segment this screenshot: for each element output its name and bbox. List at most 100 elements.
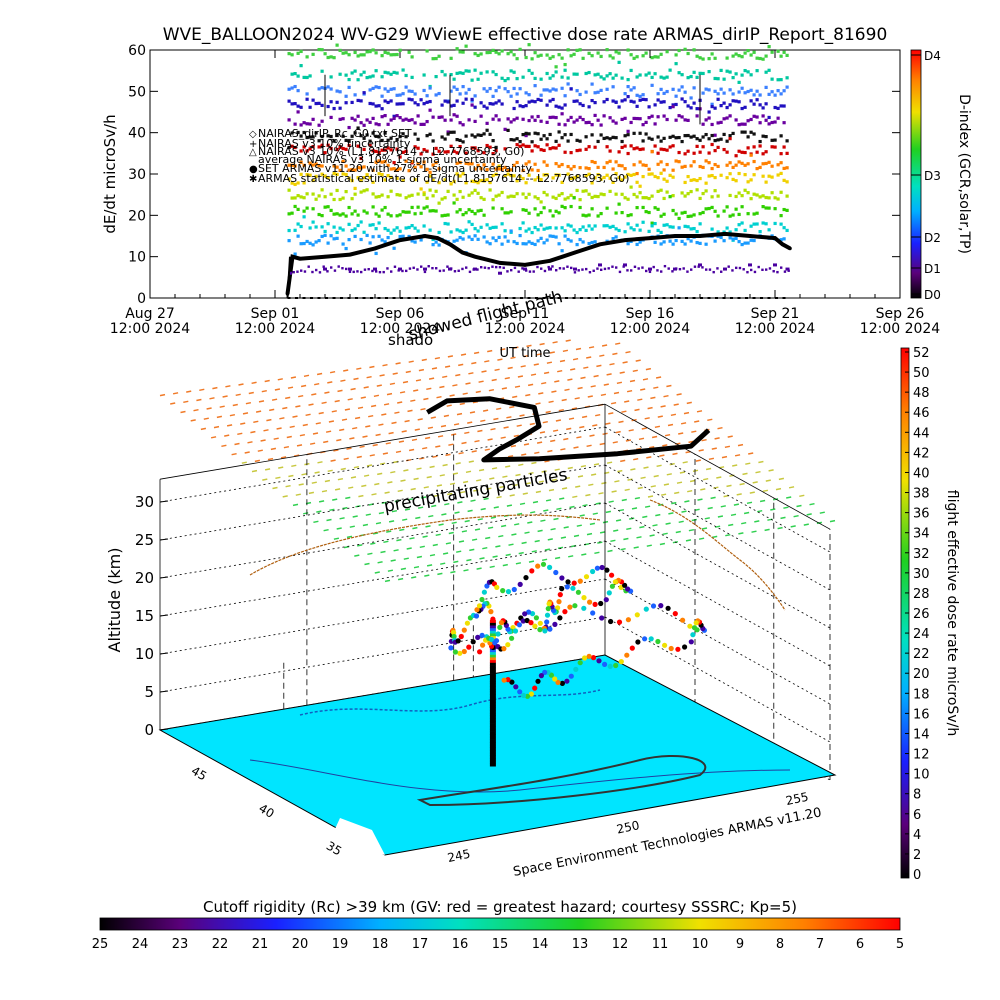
field-dash [523, 354, 529, 358]
band-point [329, 75, 333, 79]
ascent-point [489, 651, 496, 655]
field-dash [394, 411, 400, 414]
zero-point [287, 297, 291, 299]
band-point [533, 207, 537, 211]
series-point [322, 265, 325, 268]
band-point [497, 167, 501, 171]
band-point [626, 48, 630, 52]
band-point [764, 195, 768, 200]
band-point [749, 178, 753, 182]
band-point [785, 180, 789, 184]
field-dash [258, 400, 265, 403]
band-point [287, 99, 291, 103]
band-point [665, 148, 669, 152]
band-point [392, 116, 396, 120]
band-point [737, 100, 741, 104]
band-point [692, 70, 696, 74]
ascent-point [489, 758, 496, 762]
band-point [515, 192, 519, 196]
band-point [650, 83, 654, 87]
band-point [518, 104, 522, 108]
field-dash [716, 476, 722, 479]
band-point [710, 205, 714, 210]
band-point [473, 234, 477, 238]
chart-title: WVE_BALLOON2024 WV-G29 WViewE effective … [163, 25, 888, 45]
band-point [479, 71, 483, 75]
zero-point [302, 297, 306, 299]
flight-point [606, 590, 612, 596]
ascent-point [489, 718, 496, 722]
ascent-point [489, 744, 496, 748]
band-point [461, 195, 465, 199]
band-point [311, 220, 315, 224]
band-point [581, 240, 585, 244]
field-dash [339, 517, 345, 520]
field-dash [558, 408, 564, 412]
z-tick-label: 15 [135, 607, 154, 625]
flight-point [557, 592, 563, 598]
series-point [498, 261, 502, 265]
field-dash [507, 455, 514, 458]
band-point [374, 160, 378, 164]
annotation-precipitating: precipitating particles [382, 465, 569, 517]
zero-point [437, 297, 441, 299]
field-dash [275, 476, 281, 480]
band-point [467, 220, 471, 224]
field-dash [691, 430, 697, 433]
field-dash [640, 476, 646, 480]
field-dash [590, 385, 596, 388]
band-point [782, 104, 786, 108]
series-point [356, 270, 359, 273]
field-dash [727, 435, 733, 438]
field-dash [447, 492, 453, 496]
field-dash [270, 447, 277, 451]
band-point [302, 145, 306, 149]
series-point [698, 263, 702, 267]
series-point [442, 269, 445, 272]
dose-tick-label: 52 [913, 346, 930, 361]
series-point [570, 266, 573, 270]
band-point [344, 73, 348, 77]
field-dash [334, 488, 341, 491]
series-point [290, 254, 295, 259]
field-dash [705, 467, 712, 471]
band-point [323, 195, 327, 199]
band-point [623, 175, 627, 179]
band-point [506, 128, 510, 132]
flight-point [587, 599, 593, 605]
x-tick-label: Sep 11 [501, 306, 550, 322]
band-point [470, 133, 474, 137]
field-dash [402, 518, 408, 521]
flight-point [590, 655, 597, 661]
field-dash [819, 511, 825, 514]
field-dash [509, 494, 515, 497]
altitude-gridline [604, 502, 831, 629]
series-point [337, 265, 340, 268]
band-point [740, 122, 744, 126]
band-point [761, 152, 765, 156]
band-point [404, 196, 408, 200]
band-point [446, 132, 450, 136]
band-point [518, 47, 522, 51]
band-point [392, 87, 396, 91]
flight-point [622, 582, 628, 588]
band-point [323, 205, 327, 209]
band-point [767, 160, 771, 164]
band-point [746, 146, 750, 150]
field-dash [308, 491, 315, 495]
field-dash [331, 410, 337, 413]
field-dash [282, 495, 288, 498]
band-point [761, 57, 765, 61]
band-point [560, 56, 564, 60]
zero-point [775, 297, 778, 299]
band-point [566, 164, 570, 169]
band-point [542, 160, 546, 164]
band-point [776, 197, 780, 201]
series-point [375, 270, 378, 273]
band-point [614, 50, 618, 54]
series-point [761, 268, 764, 272]
band-point [590, 54, 594, 58]
band-point [713, 162, 717, 167]
band-point [692, 213, 696, 217]
zero-point [722, 297, 726, 299]
